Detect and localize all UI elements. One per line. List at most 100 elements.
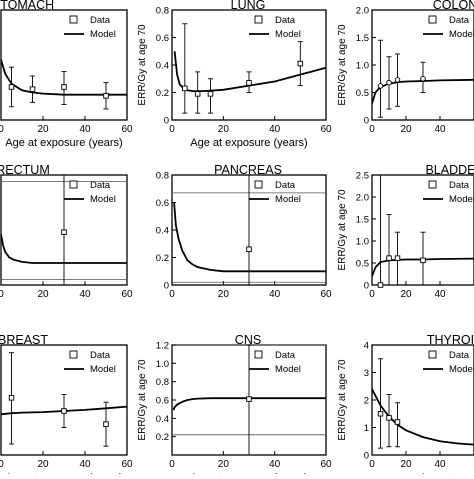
legend-data-label: Data [275, 180, 296, 191]
legend-data-marker [428, 350, 437, 359]
legend-data-marker [69, 350, 78, 359]
x-tick-label: 60 [121, 289, 133, 300]
data-marker [103, 421, 109, 427]
chart-title: RECTUM [0, 163, 50, 177]
y-axis-label: ERR/Gy at age 70 [137, 24, 148, 106]
chart-panel-stomach: STOMACH 0 20 40 60 Age at exposure (years) Dat… [0, 0, 133, 149]
data-marker [386, 255, 392, 261]
data-marker [182, 85, 188, 92]
legend-model-label: Model [449, 29, 474, 40]
legend: Data Model [249, 180, 301, 205]
model-curve [173, 51, 327, 92]
legend-model-label: Model [90, 29, 116, 40]
y-tick-label: 0 [364, 451, 369, 462]
legend: Data Model [64, 15, 116, 40]
x-tick-label: 0 [0, 459, 4, 470]
y-tick-label: 3 [364, 368, 369, 379]
x-tick-label: 0 [169, 124, 175, 135]
data-marker [394, 419, 401, 425]
y-tick-label: 1.0 [356, 61, 369, 72]
y-tick-label: 4 [364, 341, 369, 352]
x-tick-label: 40 [434, 289, 446, 300]
data-marker [246, 396, 252, 402]
y-tick-label: 1 [364, 423, 369, 434]
y-tick-label: 1.0 [156, 359, 169, 370]
model-curve [0, 59, 127, 96]
x-tick-label: 0 [369, 459, 375, 470]
legend-data-marker [69, 180, 78, 189]
legend: Data Model [64, 350, 116, 375]
x-tick-label: 40 [79, 459, 91, 470]
x-axis-label: Age at exposure (years) [5, 137, 122, 149]
y-tick-label: 2.0 [356, 6, 369, 17]
x-axis-label: Age at exposure (years) [190, 137, 307, 149]
y-tick-label: 0.8 [156, 171, 169, 182]
y-tick-label: 1.2 [156, 341, 169, 352]
y-tick-label: 0.5 [356, 88, 369, 99]
x-tick-label: 20 [400, 124, 412, 135]
model-curve [0, 405, 128, 416]
y-tick-label: 1.5 [356, 215, 369, 226]
model-curve [173, 202, 326, 273]
x-tick-label: 20 [218, 124, 230, 135]
chart-panel-breast: BREAST0204060Age at exposure (years)Data… [0, 333, 133, 479]
x-tick-label: 60 [320, 124, 332, 135]
x-tick-label: 20 [218, 459, 230, 470]
chart-title: BLADDER [425, 163, 474, 177]
y-axis-label: ERR/Gy at age 70 [337, 189, 348, 271]
legend: Data Model [249, 350, 301, 375]
x-tick-label: 40 [434, 459, 446, 470]
chart-title: PANCREAS [214, 163, 282, 177]
data-marker [61, 229, 67, 235]
chart-panel-rectum: RECTUM 0 20 40 60 Data Model [0, 163, 133, 300]
y-tick-label: 0.4 [156, 61, 169, 72]
model-curve [172, 397, 326, 411]
chart-panel-colon: COLON 0 20 40 0 0.5 1.0 1.5 2.0 ERR/Gy at age 70 D… [337, 0, 474, 135]
data-marker [246, 246, 252, 252]
legend: Data Model [249, 15, 301, 40]
legend-data-label: Data [449, 15, 470, 26]
x-tick-label: 0 [0, 124, 4, 135]
legend-model-label: Model [90, 364, 116, 375]
y-tick-label: 1.0 [356, 237, 369, 248]
y-axis-label: ERR/Gy at age 70 [337, 24, 348, 106]
legend-data-label: Data [90, 350, 111, 361]
data-marker [297, 60, 304, 67]
data-marker [194, 91, 201, 97]
y-tick-label: 0.2 [156, 432, 169, 443]
data-marker [29, 86, 36, 92]
y-tick-label: 0 [364, 281, 369, 292]
legend-model-label: Model [275, 29, 301, 40]
y-tick-label: 0.6 [156, 396, 169, 407]
y-tick-label: 2.5 [356, 171, 369, 182]
legend-data-label: Data [275, 15, 296, 26]
y-axis-label: ERR/Gy at age 70 [137, 359, 148, 441]
plot-frame [371, 344, 474, 456]
legend-model-label: Model [449, 364, 474, 375]
x-tick-label: 20 [37, 124, 49, 135]
data-marker [386, 415, 392, 421]
data-marker [386, 79, 392, 86]
legend-model-label: Model [275, 194, 301, 205]
x-tick-label: 40 [79, 124, 91, 135]
data-marker [394, 77, 401, 83]
legend-data-label: Data [449, 350, 470, 361]
chart-title: THYROID [427, 333, 474, 347]
x-tick-label: 20 [400, 289, 412, 300]
y-tick-label: 0.4 [156, 226, 169, 237]
data-marker [377, 411, 384, 417]
data-marker [61, 84, 67, 90]
x-tick-label: 40 [434, 124, 446, 135]
data-marker [377, 83, 384, 89]
y-tick-label: 2 [364, 396, 369, 407]
legend-data-label: Data [90, 180, 111, 191]
legend-data-marker [254, 180, 263, 189]
x-tick-label: 40 [269, 459, 281, 470]
x-tick-label: 60 [121, 124, 133, 135]
legend-data-marker [254, 15, 263, 24]
data-marker [207, 91, 214, 97]
data-marker [61, 408, 67, 414]
y-tick-label: 0.6 [156, 33, 169, 44]
legend-model-label: Model [90, 194, 116, 205]
